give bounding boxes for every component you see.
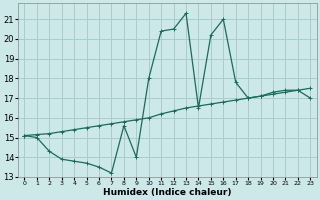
- X-axis label: Humidex (Indice chaleur): Humidex (Indice chaleur): [103, 188, 232, 197]
